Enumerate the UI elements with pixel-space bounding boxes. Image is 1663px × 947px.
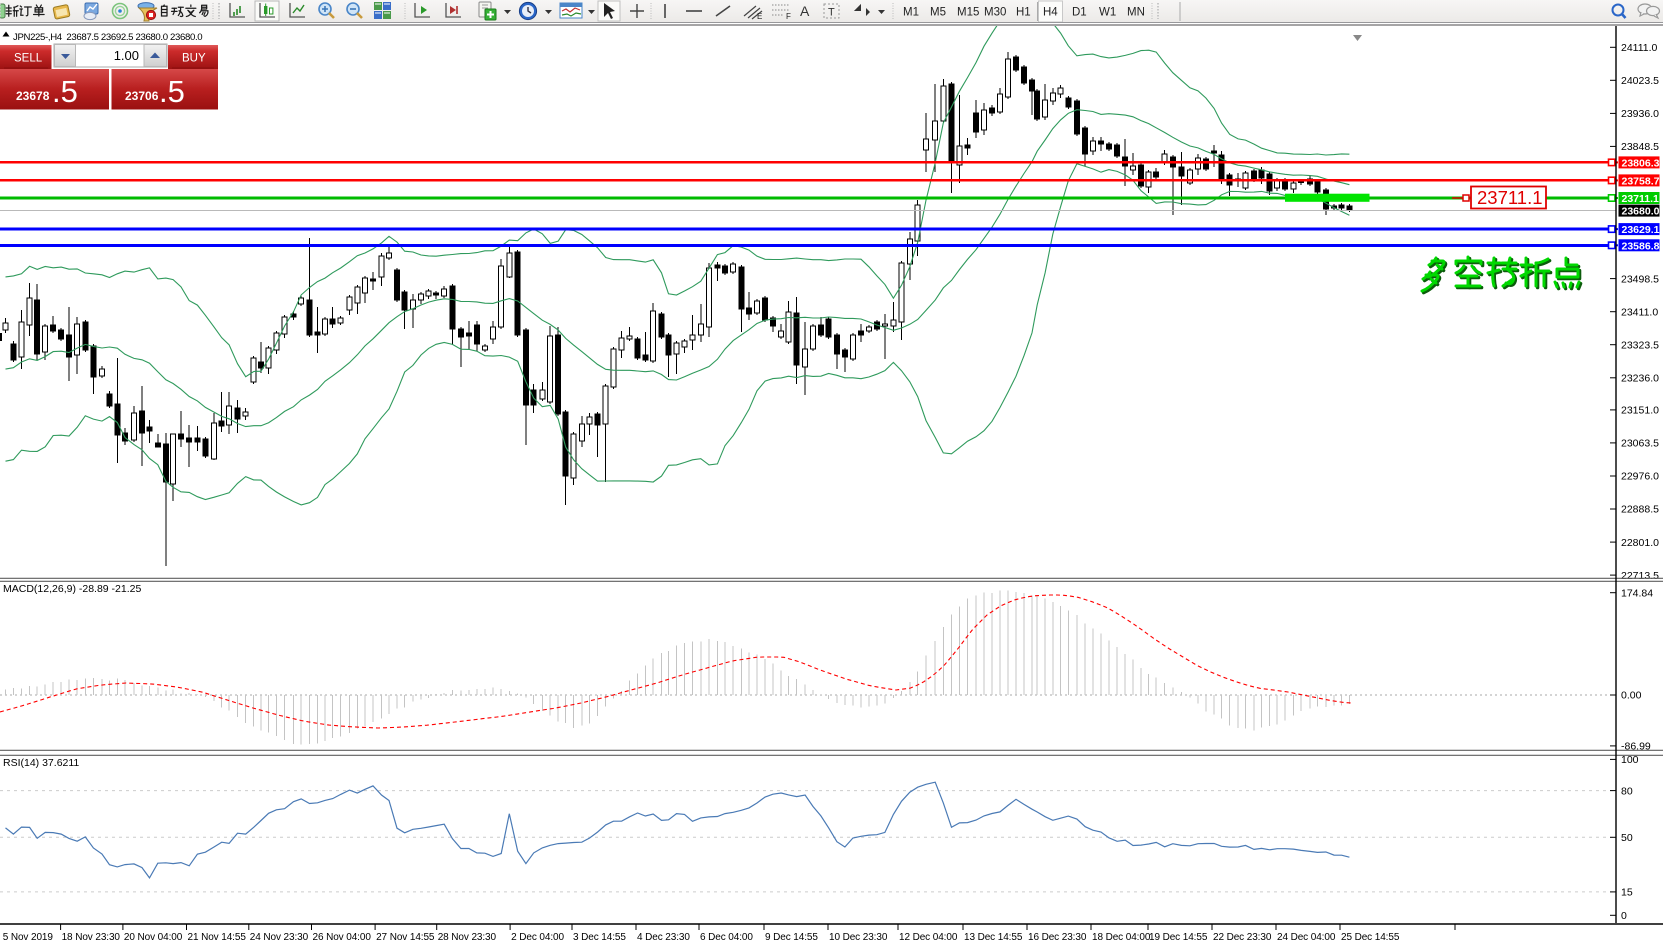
svg-text:27 Nov 14:55: 27 Nov 14:55 — [376, 932, 435, 943]
svg-text:12 Dec 04:00: 12 Dec 04:00 — [899, 932, 958, 943]
svg-text:-86.99: -86.99 — [1621, 741, 1651, 753]
svg-text:23711.1: 23711.1 — [1622, 193, 1660, 205]
svg-text:JPN225-,H4 23687.5 23692.5 23: JPN225-,H4 23687.5 23692.5 23680.0 23680… — [13, 32, 202, 43]
svg-text:3 Dec 14:55: 3 Dec 14:55 — [573, 932, 626, 943]
svg-text:M5: M5 — [930, 7, 946, 19]
svg-text:100: 100 — [1621, 754, 1639, 766]
svg-text:9 Dec 14:55: 9 Dec 14:55 — [765, 932, 818, 943]
svg-text:23758.7: 23758.7 — [1622, 175, 1660, 187]
svg-text:W1: W1 — [1099, 7, 1116, 19]
svg-text:21 Nov 14:55: 21 Nov 14:55 — [188, 932, 247, 943]
svg-text:T: T — [828, 7, 835, 19]
svg-text:16 Dec 23:30: 16 Dec 23:30 — [1028, 932, 1087, 943]
svg-text:22976.0: 22976.0 — [1621, 471, 1659, 483]
svg-text:18 Dec 04:00: 18 Dec 04:00 — [1092, 932, 1151, 943]
svg-text:RSI(14) 37.6211: RSI(14) 37.6211 — [3, 757, 79, 769]
svg-text:23498.5: 23498.5 — [1621, 273, 1659, 285]
svg-text:23629.1: 23629.1 — [1622, 224, 1660, 236]
svg-text:23711.1: 23711.1 — [1477, 187, 1543, 208]
svg-text:24 Nov 23:30: 24 Nov 23:30 — [250, 932, 309, 943]
svg-text:24 Dec 04:00: 24 Dec 04:00 — [1277, 932, 1336, 943]
svg-text:26 Nov 04:00: 26 Nov 04:00 — [313, 932, 372, 943]
svg-text:23586.8: 23586.8 — [1622, 240, 1660, 252]
svg-text:0: 0 — [1621, 910, 1627, 922]
svg-text:MACD(12,26,9) -28.89 -21.25: MACD(12,26,9) -28.89 -21.25 — [3, 583, 141, 595]
svg-text:22888.5: 22888.5 — [1621, 504, 1659, 516]
svg-text:24111.0: 24111.0 — [1621, 42, 1658, 54]
svg-text:22713.5: 22713.5 — [1621, 570, 1659, 582]
svg-text:1.00: 1.00 — [114, 48, 139, 63]
svg-text:M30: M30 — [984, 7, 1006, 19]
svg-text:23151.0: 23151.0 — [1621, 405, 1659, 417]
svg-text:.5: .5 — [52, 74, 78, 109]
svg-text:5 Nov 2019: 5 Nov 2019 — [3, 932, 54, 943]
svg-text:15: 15 — [1621, 887, 1633, 899]
svg-text:SELL: SELL — [14, 53, 43, 65]
svg-text:23063.5: 23063.5 — [1621, 438, 1659, 450]
svg-text:24023.5: 24023.5 — [1621, 75, 1659, 87]
svg-text:4 Dec 23:30: 4 Dec 23:30 — [637, 932, 690, 943]
svg-text:23848.5: 23848.5 — [1621, 141, 1659, 153]
svg-text:.5: .5 — [159, 74, 185, 109]
svg-text:F: F — [786, 12, 791, 21]
svg-text:23236.0: 23236.0 — [1621, 373, 1659, 385]
svg-text:18 Nov 23:30: 18 Nov 23:30 — [62, 932, 121, 943]
svg-text:MN: MN — [1127, 7, 1145, 19]
svg-text:25 Dec 14:55: 25 Dec 14:55 — [1341, 932, 1400, 943]
svg-text:23678: 23678 — [16, 89, 50, 103]
svg-text:23806.3: 23806.3 — [1622, 157, 1660, 169]
svg-text:50: 50 — [1621, 832, 1633, 844]
svg-text:20 Nov 04:00: 20 Nov 04:00 — [124, 932, 183, 943]
svg-text:M1: M1 — [903, 7, 919, 19]
svg-text:174.84: 174.84 — [1621, 587, 1653, 599]
svg-text:E: E — [757, 12, 762, 21]
svg-text:19 Dec 14:55: 19 Dec 14:55 — [1149, 932, 1208, 943]
svg-text:A: A — [800, 3, 810, 19]
svg-text:BUY: BUY — [182, 53, 206, 65]
svg-text:6 Dec 04:00: 6 Dec 04:00 — [700, 932, 753, 943]
svg-text:23323.5: 23323.5 — [1621, 339, 1659, 351]
svg-text:H1: H1 — [1016, 7, 1031, 19]
svg-text:80: 80 — [1621, 785, 1633, 797]
svg-text:0.00: 0.00 — [1621, 690, 1642, 702]
svg-text:2 Dec 04:00: 2 Dec 04:00 — [511, 932, 564, 943]
svg-text:D1: D1 — [1072, 7, 1087, 19]
svg-text:23706: 23706 — [125, 89, 159, 103]
svg-text:23936.0: 23936.0 — [1621, 108, 1659, 120]
svg-text:10 Dec 23:30: 10 Dec 23:30 — [829, 932, 888, 943]
svg-text:H4: H4 — [1043, 7, 1058, 19]
svg-text:22 Dec 23:30: 22 Dec 23:30 — [1213, 932, 1272, 943]
svg-text:22801.0: 22801.0 — [1621, 537, 1659, 549]
svg-text:23411.0: 23411.0 — [1621, 306, 1658, 318]
svg-text:23680.0: 23680.0 — [1622, 206, 1660, 218]
svg-text:M15: M15 — [957, 7, 979, 19]
svg-text:13 Dec 14:55: 13 Dec 14:55 — [964, 932, 1023, 943]
svg-text:28 Nov 23:30: 28 Nov 23:30 — [438, 932, 497, 943]
